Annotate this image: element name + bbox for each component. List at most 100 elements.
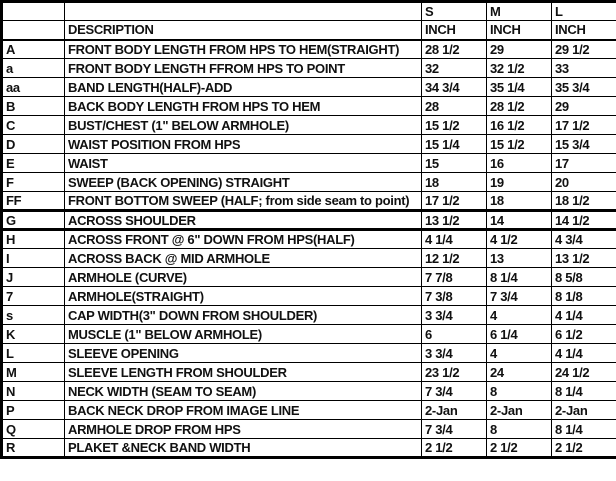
- row-description-cell[interactable]: SLEEVE OPENING: [64, 343, 422, 363]
- row-description-cell[interactable]: BACK BODY LENGTH FROM HPS TO HEM: [64, 96, 422, 116]
- row-description-cell[interactable]: ARMHOLE(STRAIGHT): [64, 286, 422, 306]
- value-cell-l[interactable]: 29 1/2: [551, 39, 616, 59]
- code-header-blank[interactable]: [1, 20, 65, 41]
- value-cell-l[interactable]: 29: [551, 96, 616, 116]
- value-cell-m[interactable]: 2 1/2: [486, 438, 552, 458]
- row-description-cell[interactable]: CAP WIDTH(3" DOWN FROM SHOULDER): [64, 305, 422, 325]
- value-cell-s[interactable]: 6: [421, 324, 487, 344]
- value-cell-m[interactable]: 16 1/2: [486, 115, 552, 135]
- description-header-blank[interactable]: [64, 1, 422, 21]
- row-code-cell[interactable]: A: [1, 39, 65, 59]
- row-description-cell[interactable]: ACROSS FRONT @ 6" DOWN FROM HPS(HALF): [64, 229, 422, 249]
- row-code-cell[interactable]: a: [1, 58, 65, 78]
- row-code-cell[interactable]: F: [1, 172, 65, 192]
- value-cell-l[interactable]: 15 3/4: [551, 134, 616, 154]
- value-cell-m[interactable]: 24: [486, 362, 552, 382]
- row-code-cell[interactable]: G: [1, 209, 65, 231]
- value-cell-m[interactable]: 8: [486, 419, 552, 439]
- value-cell-s[interactable]: 7 3/8: [421, 286, 487, 306]
- value-cell-m[interactable]: 32 1/2: [486, 58, 552, 78]
- value-cell-l[interactable]: 6 1/2: [551, 324, 616, 344]
- value-cell-s[interactable]: 15: [421, 153, 487, 173]
- size-header-m[interactable]: M: [486, 1, 552, 21]
- value-cell-s[interactable]: 17 1/2: [421, 191, 487, 211]
- row-description-cell[interactable]: BACK NECK DROP FROM IMAGE LINE: [64, 400, 422, 420]
- row-code-cell[interactable]: N: [1, 381, 65, 401]
- row-description-cell[interactable]: NECK WIDTH (SEAM TO SEAM): [64, 381, 422, 401]
- value-cell-l[interactable]: 8 5/8: [551, 267, 616, 287]
- value-cell-l[interactable]: 2 1/2: [551, 438, 616, 458]
- value-cell-l[interactable]: 35 3/4: [551, 77, 616, 97]
- unit-header-m[interactable]: INCH: [486, 20, 552, 41]
- row-description-cell[interactable]: WAIST: [64, 153, 422, 173]
- value-cell-m[interactable]: 4 1/2: [486, 229, 552, 249]
- row-code-cell[interactable]: L: [1, 343, 65, 363]
- row-code-cell[interactable]: D: [1, 134, 65, 154]
- value-cell-s[interactable]: 32: [421, 58, 487, 78]
- value-cell-s[interactable]: 13 1/2: [421, 209, 487, 231]
- row-code-cell[interactable]: P: [1, 400, 65, 420]
- value-cell-s[interactable]: 28: [421, 96, 487, 116]
- row-code-cell[interactable]: B: [1, 96, 65, 116]
- row-description-cell[interactable]: ARMHOLE (CURVE): [64, 267, 422, 287]
- value-cell-s[interactable]: 23 1/2: [421, 362, 487, 382]
- description-header[interactable]: DESCRIPTION: [64, 20, 422, 41]
- row-description-cell[interactable]: MUSCLE (1" BELOW ARMHOLE): [64, 324, 422, 344]
- row-code-cell[interactable]: J: [1, 267, 65, 287]
- row-code-cell[interactable]: E: [1, 153, 65, 173]
- row-description-cell[interactable]: ACROSS BACK @ MID ARMHOLE: [64, 248, 422, 268]
- value-cell-s[interactable]: 12 1/2: [421, 248, 487, 268]
- row-description-cell[interactable]: ACROSS SHOULDER: [64, 209, 422, 231]
- value-cell-m[interactable]: 8 1/4: [486, 267, 552, 287]
- value-cell-l[interactable]: 18 1/2: [551, 191, 616, 211]
- value-cell-s[interactable]: 2 1/2: [421, 438, 487, 458]
- value-cell-s[interactable]: 4 1/4: [421, 229, 487, 249]
- value-cell-m[interactable]: 13: [486, 248, 552, 268]
- value-cell-s[interactable]: 28 1/2: [421, 39, 487, 59]
- value-cell-m[interactable]: 18: [486, 191, 552, 211]
- value-cell-s[interactable]: 3 3/4: [421, 305, 487, 325]
- value-cell-m[interactable]: 4: [486, 305, 552, 325]
- value-cell-s[interactable]: 18: [421, 172, 487, 192]
- value-cell-l[interactable]: 13 1/2: [551, 248, 616, 268]
- value-cell-m[interactable]: 6 1/4: [486, 324, 552, 344]
- row-code-cell[interactable]: aa: [1, 77, 65, 97]
- value-cell-l[interactable]: 8 1/8: [551, 286, 616, 306]
- value-cell-m[interactable]: 16: [486, 153, 552, 173]
- row-description-cell[interactable]: ARMHOLE DROP FROM HPS: [64, 419, 422, 439]
- row-code-cell[interactable]: I: [1, 248, 65, 268]
- value-cell-m[interactable]: 35 1/4: [486, 77, 552, 97]
- value-cell-m[interactable]: 19: [486, 172, 552, 192]
- row-description-cell[interactable]: BUST/CHEST (1" BELOW ARMHOLE): [64, 115, 422, 135]
- value-cell-s[interactable]: 2-Jan: [421, 400, 487, 420]
- value-cell-s[interactable]: 7 3/4: [421, 419, 487, 439]
- value-cell-l[interactable]: 14 1/2: [551, 209, 616, 231]
- value-cell-s[interactable]: 34 3/4: [421, 77, 487, 97]
- unit-header-l[interactable]: INCH: [551, 20, 616, 41]
- value-cell-m[interactable]: 8: [486, 381, 552, 401]
- value-cell-l[interactable]: 17 1/2: [551, 115, 616, 135]
- corner-cell-blank[interactable]: [1, 1, 65, 21]
- value-cell-s[interactable]: 7 7/8: [421, 267, 487, 287]
- value-cell-m[interactable]: 29: [486, 39, 552, 59]
- value-cell-l[interactable]: 2-Jan: [551, 400, 616, 420]
- row-description-cell[interactable]: BAND LENGTH(HALF)-ADD: [64, 77, 422, 97]
- value-cell-l[interactable]: 4 1/4: [551, 343, 616, 363]
- value-cell-m[interactable]: 15 1/2: [486, 134, 552, 154]
- row-code-cell[interactable]: C: [1, 115, 65, 135]
- value-cell-m[interactable]: 2-Jan: [486, 400, 552, 420]
- row-description-cell[interactable]: PLAKET &NECK BAND WIDTH: [64, 438, 422, 458]
- row-description-cell[interactable]: FRONT BOTTOM SWEEP (HALF; from side seam…: [64, 191, 422, 211]
- value-cell-m[interactable]: 4: [486, 343, 552, 363]
- row-code-cell[interactable]: 7: [1, 286, 65, 306]
- value-cell-l[interactable]: 17: [551, 153, 616, 173]
- value-cell-m[interactable]: 28 1/2: [486, 96, 552, 116]
- value-cell-l[interactable]: 33: [551, 58, 616, 78]
- size-header-s[interactable]: S: [421, 1, 487, 21]
- row-code-cell[interactable]: s: [1, 305, 65, 325]
- value-cell-l[interactable]: 4 1/4: [551, 305, 616, 325]
- row-description-cell[interactable]: FRONT BODY LENGTH FROM HPS TO HEM(STRAIG…: [64, 39, 422, 59]
- value-cell-l[interactable]: 24 1/2: [551, 362, 616, 382]
- row-description-cell[interactable]: SLEEVE LENGTH FROM SHOULDER: [64, 362, 422, 382]
- value-cell-s[interactable]: 3 3/4: [421, 343, 487, 363]
